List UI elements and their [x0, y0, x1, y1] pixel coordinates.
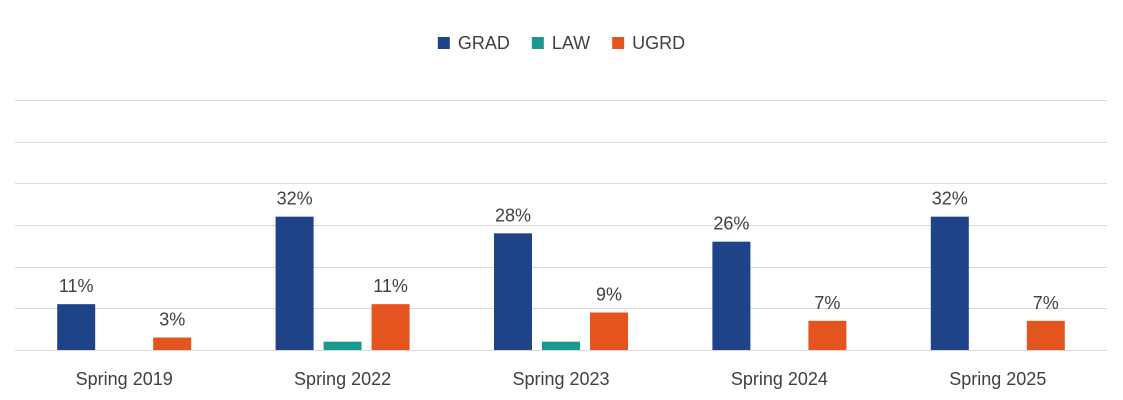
bar-ugrd-spring-2025 — [1026, 320, 1065, 350]
bars — [57, 216, 1065, 350]
bar-law-spring-2023 — [542, 341, 580, 350]
legend-label-grad: GRAD — [458, 33, 510, 53]
legend: GRAD LAW UGRD — [437, 33, 685, 53]
data-labels: 11% 3% 32% 11% 28% 9% 26% 7% 32% 7% — [59, 189, 1059, 330]
legend-item-grad: GRAD — [437, 33, 510, 53]
bar-ugrd-spring-2019 — [153, 337, 192, 350]
legend-swatch-ugrd — [612, 37, 625, 49]
data-label-ugrd-spring-2022: 11% — [373, 276, 408, 296]
bar-grad-spring-2023 — [494, 233, 532, 350]
data-label-grad-spring-2025: 32% — [932, 189, 968, 209]
legend-swatch-grad — [437, 37, 450, 49]
bar-ugrd-spring-2024 — [808, 320, 847, 350]
data-label-grad-spring-2022: 32% — [277, 189, 313, 209]
data-label-ugrd-spring-2025: 7% — [1033, 293, 1059, 313]
x-tick-label: Spring 2019 — [76, 369, 173, 389]
data-label-ugrd-spring-2019: 3% — [159, 310, 185, 330]
x-tick-label: Spring 2023 — [512, 369, 609, 389]
bar-grad-spring-2019 — [57, 304, 96, 350]
x-tick-label: Spring 2024 — [731, 369, 828, 389]
legend-item-ugrd: UGRD — [612, 33, 685, 53]
legend-label-law: LAW — [552, 33, 590, 53]
bar-ugrd-spring-2022 — [371, 304, 410, 350]
bar-law-spring-2022 — [323, 341, 362, 350]
x-tick-label: Spring 2022 — [294, 369, 391, 389]
data-label-grad-spring-2019: 11% — [59, 276, 94, 296]
bar-grad-spring-2022 — [275, 216, 314, 350]
bar-grad-spring-2024 — [712, 241, 751, 350]
gridlines — [15, 100, 1107, 351]
legend-label-ugrd: UGRD — [632, 33, 685, 53]
legend-swatch-law — [531, 37, 544, 49]
bar-grad-spring-2025 — [930, 216, 969, 350]
data-label-ugrd-spring-2023: 9% — [596, 285, 622, 305]
data-label-ugrd-spring-2024: 7% — [814, 293, 840, 313]
data-label-grad-spring-2024: 26% — [713, 214, 749, 234]
bar-ugrd-spring-2023 — [590, 312, 628, 350]
legend-item-law: LAW — [531, 33, 590, 53]
x-tick-label: Spring 2025 — [949, 369, 1046, 389]
x-axis-tick-labels: Spring 2019 Spring 2022 Spring 2023 Spring … — [76, 369, 1047, 389]
data-label-grad-spring-2023: 28% — [495, 205, 531, 225]
